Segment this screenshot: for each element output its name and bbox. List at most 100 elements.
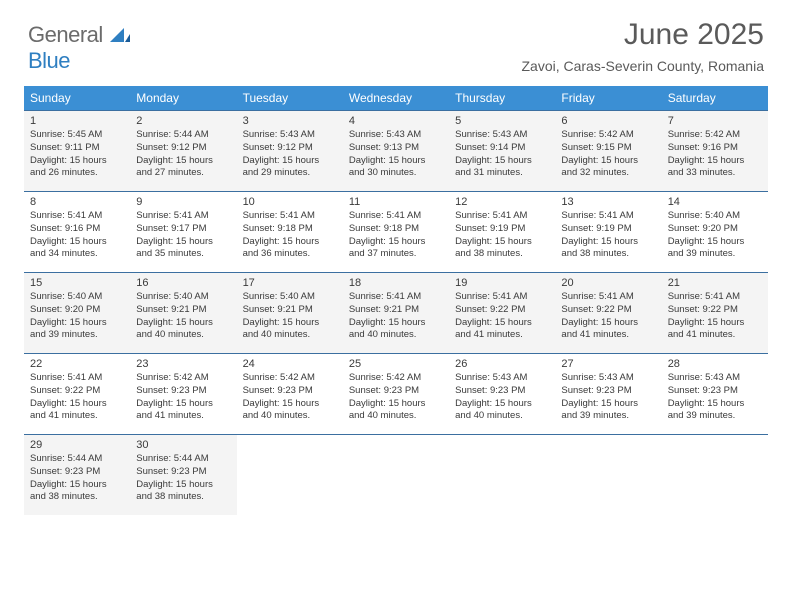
- weekday-header: Sunday: [24, 86, 130, 110]
- calendar-day-cell: 14Sunrise: 5:40 AMSunset: 9:20 PMDayligh…: [662, 192, 768, 272]
- sunrise-text: Sunrise: 5:41 AM: [455, 210, 549, 223]
- sunset-text: Sunset: 9:20 PM: [668, 223, 762, 236]
- calendar-empty-cell: [449, 435, 555, 515]
- sunrise-text: Sunrise: 5:40 AM: [668, 210, 762, 223]
- day-number: 6: [561, 115, 655, 127]
- calendar-day-cell: 13Sunrise: 5:41 AMSunset: 9:19 PMDayligh…: [555, 192, 661, 272]
- daylight-text: and 38 minutes.: [561, 248, 655, 261]
- calendar-day-cell: 11Sunrise: 5:41 AMSunset: 9:18 PMDayligh…: [343, 192, 449, 272]
- sunset-text: Sunset: 9:23 PM: [561, 385, 655, 398]
- sunrise-text: Sunrise: 5:41 AM: [349, 291, 443, 304]
- calendar-day-cell: 16Sunrise: 5:40 AMSunset: 9:21 PMDayligh…: [130, 273, 236, 353]
- sunrise-text: Sunrise: 5:41 AM: [349, 210, 443, 223]
- daylight-text: and 41 minutes.: [30, 410, 124, 423]
- daylight-text: and 33 minutes.: [668, 167, 762, 180]
- daylight-text: Daylight: 15 hours: [136, 155, 230, 168]
- daylight-text: and 38 minutes.: [455, 248, 549, 261]
- sunrise-text: Sunrise: 5:43 AM: [668, 372, 762, 385]
- logo-text-blue: Blue: [28, 48, 70, 73]
- daylight-text: and 39 minutes.: [30, 329, 124, 342]
- calendar-day-cell: 30 Sunrise: 5:44 AMSunset: 9:23 PMDayligh…: [130, 435, 236, 515]
- sunset-text: Sunset: 9:16 PM: [668, 142, 762, 155]
- daylight-text: and 39 minutes.: [668, 248, 762, 261]
- sunset-text: Sunset: 9:21 PM: [349, 304, 443, 317]
- daylight-text: and 40 minutes.: [349, 329, 443, 342]
- day-number: 20: [561, 277, 655, 289]
- calendar-day-cell: 17Sunrise: 5:40 AMSunset: 9:21 PMDayligh…: [237, 273, 343, 353]
- calendar-day-cell: 22Sunrise: 5:41 AMSunset: 9:22 PMDayligh…: [24, 354, 130, 434]
- sunset-text: Sunset: 9:23 PM: [136, 466, 230, 479]
- daylight-text: and 40 minutes.: [455, 410, 549, 423]
- calendar-week-row: 15Sunrise: 5:40 AMSunset: 9:20 PMDayligh…: [24, 272, 768, 353]
- sunset-text: Sunset: 9:13 PM: [349, 142, 443, 155]
- daylight-text: and 39 minutes.: [668, 410, 762, 423]
- sunset-text: Sunset: 9:23 PM: [349, 385, 443, 398]
- daylight-text: Daylight: 15 hours: [455, 398, 549, 411]
- daylight-text: Daylight: 15 hours: [136, 479, 230, 492]
- day-number: 23: [136, 358, 230, 370]
- sunset-text: Sunset: 9:12 PM: [243, 142, 337, 155]
- sunset-text: Sunset: 9:23 PM: [455, 385, 549, 398]
- daylight-text: and 40 minutes.: [243, 329, 337, 342]
- sunrise-text: Sunrise: 5:43 AM: [561, 372, 655, 385]
- daylight-text: and 36 minutes.: [243, 248, 337, 261]
- header: June 2025 Zavoi, Caras-Severin County, R…: [521, 18, 764, 74]
- daylight-text: Daylight: 15 hours: [455, 155, 549, 168]
- day-number: 4: [349, 115, 443, 127]
- day-number: 30: [136, 439, 230, 451]
- day-number: 17: [243, 277, 337, 289]
- day-number: 7: [668, 115, 762, 127]
- calendar-day-cell: 3Sunrise: 5:43 AMSunset: 9:12 PMDaylight…: [237, 111, 343, 191]
- day-number: 26: [455, 358, 549, 370]
- calendar-day-cell: 20Sunrise: 5:41 AMSunset: 9:22 PMDayligh…: [555, 273, 661, 353]
- sunset-text: Sunset: 9:19 PM: [561, 223, 655, 236]
- day-number: 9: [136, 196, 230, 208]
- calendar-week-row: 8 Sunrise: 5:41 AM Sunset: 9:16 PM Daylight…: [24, 191, 768, 272]
- calendar-empty-cell: [343, 435, 449, 515]
- sunrise-text: Sunrise: 5:40 AM: [136, 291, 230, 304]
- daylight-text: Daylight: 15 hours: [243, 155, 337, 168]
- weekday-header: Thursday: [449, 86, 555, 110]
- calendar-day-cell: 26Sunrise: 5:43 AMSunset: 9:23 PMDayligh…: [449, 354, 555, 434]
- sunset-text: Sunset: 9:22 PM: [30, 385, 124, 398]
- calendar-day-cell: 18Sunrise: 5:41 AMSunset: 9:21 PMDayligh…: [343, 273, 449, 353]
- calendar-day-cell: 19Sunrise: 5:41 AMSunset: 9:22 PMDayligh…: [449, 273, 555, 353]
- sunset-text: Sunset: 9:16 PM: [30, 223, 124, 236]
- daylight-text: and 27 minutes.: [136, 167, 230, 180]
- sunrise-text: Sunrise: 5:41 AM: [561, 210, 655, 223]
- daylight-text: and 31 minutes.: [455, 167, 549, 180]
- day-number: 10: [243, 196, 337, 208]
- calendar-day-cell: 25Sunrise: 5:42 AMSunset: 9:23 PMDayligh…: [343, 354, 449, 434]
- daylight-text: Daylight: 15 hours: [349, 317, 443, 330]
- calendar-empty-cell: [662, 435, 768, 515]
- calendar-day-cell: 27Sunrise: 5:43 AMSunset: 9:23 PMDayligh…: [555, 354, 661, 434]
- calendar-day-cell: 21Sunrise: 5:41 AMSunset: 9:22 PMDayligh…: [662, 273, 768, 353]
- sunrise-text: Sunrise: 5:40 AM: [30, 291, 124, 304]
- calendar-day-cell: 1Sunrise: 5:45 AMSunset: 9:11 PMDaylight…: [24, 111, 130, 191]
- sunset-text: Sunset: 9:19 PM: [455, 223, 549, 236]
- weekday-header: Tuesday: [237, 86, 343, 110]
- sunset-text: Sunset: 9:22 PM: [455, 304, 549, 317]
- weekday-header: Wednesday: [343, 86, 449, 110]
- sunrise-text: Sunrise: 5:44 AM: [136, 129, 230, 142]
- day-number: 28: [668, 358, 762, 370]
- daylight-text: Daylight: 15 hours: [455, 317, 549, 330]
- daylight-text: and 26 minutes.: [30, 167, 124, 180]
- weekday-header-row: SundayMondayTuesdayWednesdayThursdayFrid…: [24, 86, 768, 110]
- calendar-day-cell: 29Sunrise: 5:44 AMSunset: 9:23 PMDayligh…: [24, 435, 130, 515]
- daylight-text: Daylight: 15 hours: [561, 317, 655, 330]
- calendar-day-cell: 24Sunrise: 5:42 AMSunset: 9:23 PMDayligh…: [237, 354, 343, 434]
- calendar-day-cell: 10Sunrise: 5:41 AMSunset: 9:18 PMDayligh…: [237, 192, 343, 272]
- sunset-text: Sunset: 9:22 PM: [668, 304, 762, 317]
- daylight-text: and 40 minutes.: [136, 329, 230, 342]
- daylight-text: Daylight: 15 hours: [349, 155, 443, 168]
- calendar-day-cell: 4Sunrise: 5:43 AMSunset: 9:13 PMDaylight…: [343, 111, 449, 191]
- calendar-day-cell: 7Sunrise: 5:42 AMSunset: 9:16 PMDaylight…: [662, 111, 768, 191]
- logo-text-general: General: [28, 22, 103, 47]
- calendar-week-row: 22Sunrise: 5:41 AMSunset: 9:22 PMDayligh…: [24, 353, 768, 434]
- sunset-text: Sunset: 9:23 PM: [136, 385, 230, 398]
- day-number: 8: [30, 196, 124, 208]
- sunrise-text: Sunrise: 5:44 AM: [136, 453, 230, 466]
- daylight-text: Daylight: 15 hours: [561, 236, 655, 249]
- day-number: 25: [349, 358, 443, 370]
